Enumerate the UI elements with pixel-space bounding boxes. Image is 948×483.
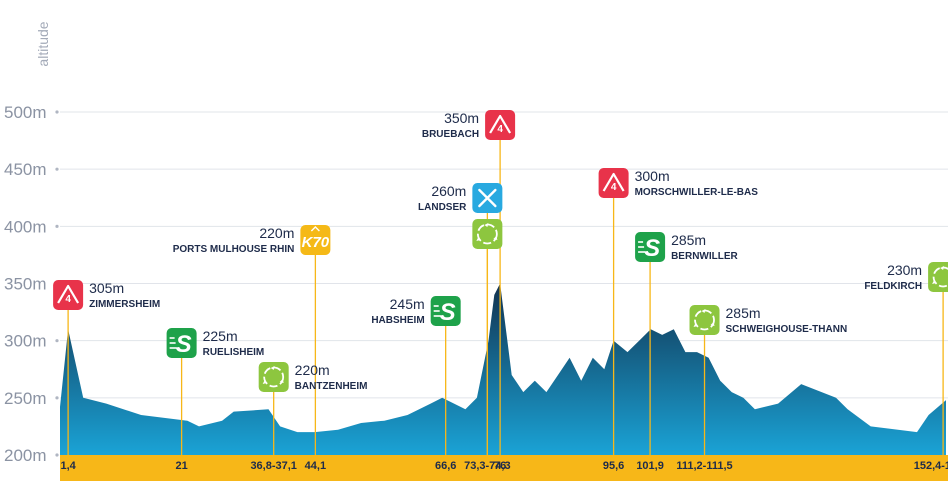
- climb-icon: [53, 280, 84, 310]
- y-tick-dot: [55, 453, 59, 457]
- marker-altitude: 285m: [726, 305, 761, 321]
- marker-altitude: 260m: [431, 183, 466, 199]
- profile-shape: [60, 283, 946, 455]
- marker-name: RUELISHEIM: [203, 347, 265, 358]
- marker-habsheim: S 245m HABSHEIM: [371, 296, 461, 326]
- recycle-arrows: [476, 223, 498, 241]
- y-tick-label: 400m: [4, 217, 47, 236]
- y-tick-label: 350m: [4, 275, 47, 294]
- category-glyph: 4: [497, 124, 503, 135]
- sprint-icon: [635, 232, 666, 262]
- sprint-glyph: S: [176, 331, 192, 358]
- recycle-icon: [472, 219, 503, 249]
- y-tick-dot: [55, 110, 59, 114]
- y-tick-labels: 200m 250m 300m 350m 400m 450m 500m: [4, 103, 59, 465]
- marker-altitude: 230m: [887, 262, 922, 278]
- y-tick-label: 450m: [4, 160, 47, 179]
- marker-bernwiller: S 285m BERNWILLER: [635, 232, 739, 262]
- sprint-glyph: S: [644, 235, 660, 262]
- marker-morschwiller-le-bas: 4 300m MORSCHWILLER-LE-BAS: [598, 168, 759, 198]
- y-tick-label: 200m: [4, 446, 47, 465]
- marker-bruebach: 4 350m BRUEBACH: [422, 110, 516, 140]
- marker-altitude: 300m: [635, 168, 670, 184]
- y-tick-dot: [55, 396, 59, 400]
- y-tick-label: 300m: [4, 332, 47, 351]
- marker-name: ZIMMERSHEIM: [89, 299, 160, 310]
- x-tick-labels: 1,4 21 36,8-37,1 44,1 66,6 73,3-74,376 95,6 101…: [60, 460, 948, 472]
- x-tick-label: 1,4: [60, 460, 76, 472]
- x-tick-label: 95,6: [603, 460, 624, 472]
- x-tick-label: 152,4-152,7: [914, 460, 948, 472]
- markers: 4 305m ZIMMERSHEIM S 225m RUELISHEIM 220m BANTZ…: [53, 110, 948, 392]
- marker-altitude: 220m: [295, 362, 330, 378]
- marker-altitude: 350m: [444, 110, 479, 126]
- marker-schweighouse-thann: 285m SCHWEIGHOUSE-THANN: [689, 305, 848, 335]
- x-tick-label: 76: [494, 460, 506, 472]
- climb-icon: [598, 168, 629, 198]
- recycle-arrows: [693, 309, 715, 327]
- marker-zimmersheim: 4 305m ZIMMERSHEIM: [53, 280, 160, 310]
- marker-name: MORSCHWILLER-LE-BAS: [635, 187, 759, 198]
- mountain-shape: [489, 114, 512, 134]
- marker-name: SCHWEIGHOUSE-THANN: [726, 324, 848, 335]
- marker-stems: [67, 140, 944, 455]
- category-glyph: 4: [611, 182, 617, 193]
- y-tick-dot: [55, 339, 59, 343]
- marker-altitude: 285m: [671, 232, 706, 248]
- x-tick-label: 66,6: [435, 460, 456, 472]
- base-band: [60, 455, 948, 481]
- recycle-icon: [928, 262, 948, 292]
- category-glyph: 4: [65, 294, 71, 305]
- marker-unnamed: [472, 219, 503, 249]
- marker-altitude: 305m: [89, 280, 124, 296]
- x-tick-label: 73,3-74,3: [464, 460, 510, 472]
- marker-altitude: 220m: [259, 225, 294, 241]
- y-tick-dot: [55, 167, 59, 171]
- fork-knife-shape: [478, 188, 497, 208]
- mountain-shape: [57, 284, 80, 304]
- marker-landser: 260m LANDSER: [418, 183, 503, 213]
- recycle-icon: [689, 305, 720, 335]
- x-tick-label: 44,1: [305, 460, 326, 472]
- y-tick-label: 250m: [4, 389, 47, 408]
- x-tick-label: 111,2-111,5: [676, 460, 732, 472]
- marker-name: BRUEBACH: [422, 129, 479, 140]
- profile-area: [60, 283, 946, 455]
- marker-ruelisheim: S 225m RUELISHEIM: [166, 328, 265, 358]
- marker-name: BANTZENHEIM: [295, 381, 368, 392]
- marker-feldkirch: 230m FELDKIRCH: [864, 262, 948, 292]
- bonus-glyph: K70: [302, 234, 330, 251]
- y-tick-dot: [55, 224, 59, 228]
- mountain-shape: [602, 172, 625, 192]
- marker-bantzenheim: 220m BANTZENHEIM: [258, 362, 368, 392]
- marker-name: PORTS MULHOUSE RHIN: [173, 244, 295, 255]
- recycle-arrows: [932, 266, 945, 284]
- base-bar: [60, 455, 948, 481]
- sprint-icon: [430, 296, 461, 326]
- marker-name: FELDKIRCH: [864, 281, 922, 292]
- marker-name: BERNWILLER: [671, 251, 738, 262]
- recycle-icon: [258, 362, 289, 392]
- x-tick-label: 36,8-37,1: [250, 460, 296, 472]
- y-axis-label: altitude: [35, 21, 51, 66]
- y-tick-label: 500m: [4, 103, 47, 122]
- sprint-icon: [166, 328, 197, 358]
- sprint-glyph: S: [440, 299, 456, 326]
- x-tick-label: 21: [175, 460, 187, 472]
- marker-ports-mulhouse-rhin: K70 220m PORTS MULHOUSE RHIN: [173, 225, 331, 255]
- marker-name: HABSHEIM: [371, 315, 424, 326]
- crown-shape: [310, 226, 320, 232]
- marker-altitude: 245m: [390, 296, 425, 312]
- climb-icon: [485, 110, 516, 140]
- marker-altitude: 225m: [203, 328, 238, 344]
- bonus-70-icon: [300, 225, 331, 255]
- recycle-arrows: [262, 366, 284, 384]
- marker-name: LANDSER: [418, 202, 467, 213]
- x-tick-label: 101,9: [636, 460, 664, 472]
